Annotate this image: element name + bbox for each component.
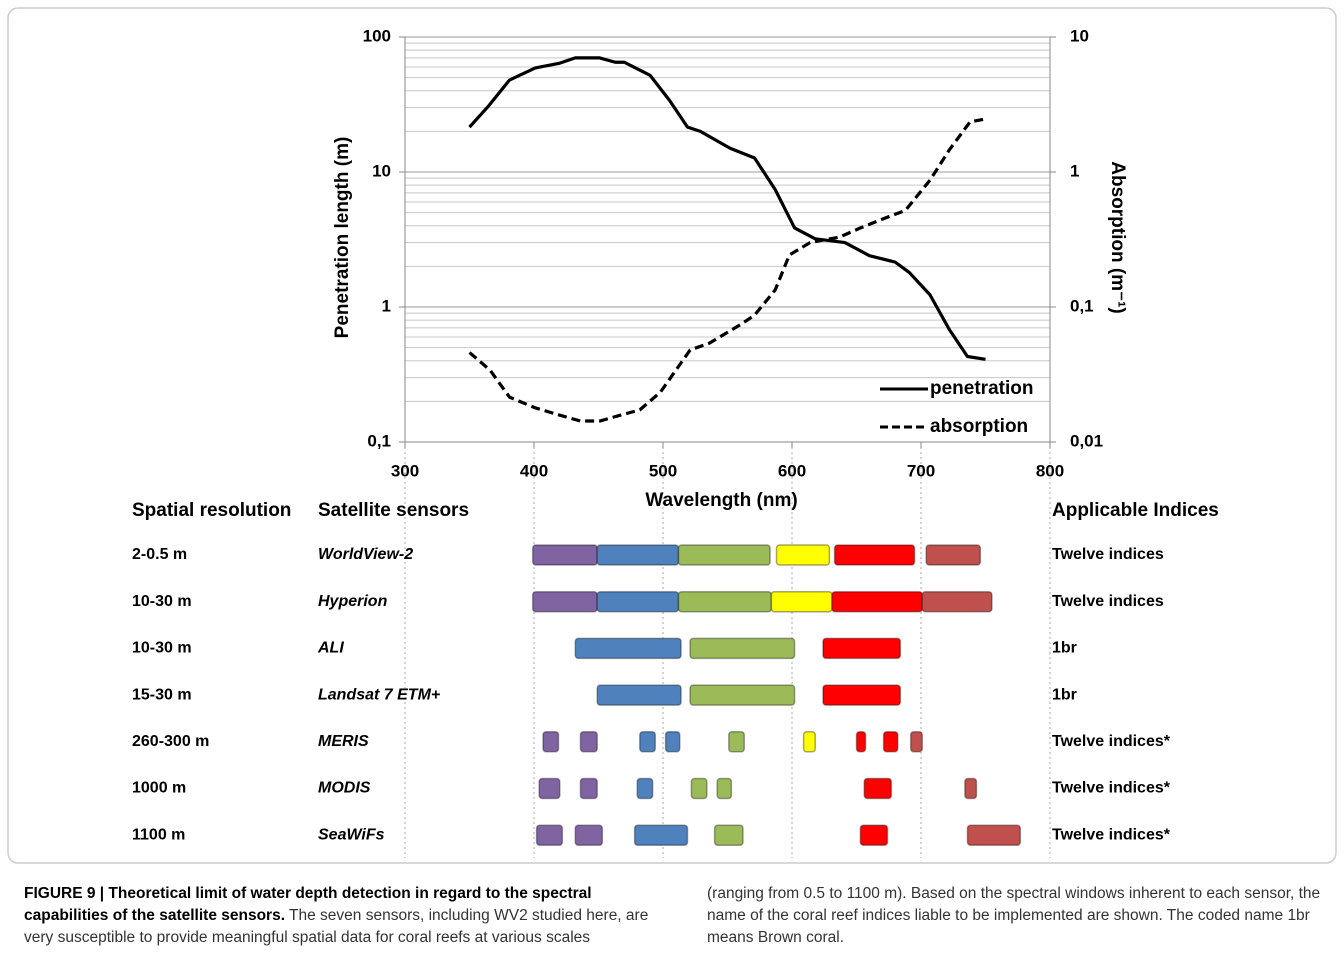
band: [596, 544, 680, 566]
chart: 0,1 1 10 100 0,01 0,1 1 10 300 400 500 600 700 800 Wav…: [7, 7, 1337, 864]
sensor-name: Hyperion: [318, 593, 388, 610]
y2-tick-label: 0,1: [1070, 296, 1094, 315]
band: [964, 777, 978, 800]
band: [909, 731, 924, 753]
band: [713, 824, 744, 846]
indices: 1br: [1052, 640, 1077, 657]
band: [639, 731, 657, 753]
sensor-name: ALI: [317, 640, 344, 657]
band: [863, 777, 893, 800]
band: [690, 777, 708, 800]
resolution: 1100 m: [132, 826, 185, 843]
band: [822, 684, 902, 706]
figure-frame: [7, 7, 1337, 864]
sensor-name: Landsat 7 ETM+: [318, 686, 440, 703]
band: [921, 590, 993, 613]
band: [677, 544, 771, 566]
x-tick-label: 500: [649, 461, 677, 480]
band: [855, 731, 867, 753]
band: [689, 637, 796, 660]
band: [531, 590, 598, 613]
x-tick-label: 600: [778, 461, 806, 480]
x-tick-label: 400: [520, 461, 548, 480]
caption-label: FIGURE 9 | Theoretical limit of water de…: [24, 885, 592, 924]
y-axis-title: Penetration length (m): [332, 137, 353, 339]
band: [596, 684, 682, 706]
sensor-name: SeaWiFs: [318, 826, 385, 843]
band: [859, 824, 889, 846]
sensor-name: WorldView-2: [318, 546, 413, 563]
table-header: Satellite sensors: [318, 500, 469, 521]
band: [596, 590, 680, 613]
band: [882, 731, 899, 753]
band: [689, 684, 796, 706]
y-tick-label: 100: [363, 26, 391, 45]
resolution: 10-30 m: [132, 640, 192, 657]
resolution: 15-30 m: [132, 686, 192, 703]
band: [831, 590, 924, 613]
band: [538, 777, 561, 800]
legend-label: absorption: [930, 416, 1028, 437]
series-line: [468, 117, 986, 423]
band: [535, 824, 564, 846]
band: [822, 637, 902, 660]
resolution: 1000 m: [132, 780, 186, 797]
indices: Twelve indices: [1052, 546, 1164, 563]
x-tick-label: 800: [1036, 461, 1064, 480]
sensor-name: MODIS: [318, 780, 371, 797]
band: [677, 590, 773, 613]
band: [716, 777, 733, 800]
table-header: Applicable Indices: [1052, 500, 1219, 521]
indices: 1br: [1052, 686, 1077, 703]
band: [574, 824, 604, 846]
band: [833, 544, 916, 566]
x-tick-label: 300: [391, 461, 419, 480]
band: [579, 731, 598, 753]
indices: Twelve indices*: [1052, 826, 1171, 843]
band: [531, 544, 598, 566]
resolution: 2-0.5 m: [132, 546, 187, 563]
band: [775, 544, 831, 566]
band: [633, 824, 689, 846]
band: [664, 731, 681, 753]
sensor-name: MERIS: [318, 733, 369, 750]
band: [728, 731, 746, 753]
legend-label: penetration: [930, 378, 1033, 399]
x-axis-title: Wavelength (nm): [645, 490, 797, 511]
caption-text: The seven sensors, including WV2 studied…: [24, 885, 1321, 946]
band: [770, 590, 833, 613]
x-tick-label: 700: [907, 461, 935, 480]
y2-tick-label: 10: [1070, 26, 1089, 45]
y2-tick-label: 1: [1070, 161, 1079, 180]
band: [636, 777, 654, 800]
y-tick-label: 10: [372, 161, 391, 180]
indices: Twelve indices*: [1052, 780, 1171, 797]
y2-axis-title: Absorption (m⁻¹): [1107, 161, 1128, 314]
indices: Twelve indices: [1052, 593, 1164, 610]
table-header: Spatial resolution: [132, 500, 291, 521]
resolution: 10-30 m: [132, 593, 192, 610]
band: [802, 731, 816, 753]
band: [966, 824, 1022, 846]
band: [574, 637, 682, 660]
indices: Twelve indices*: [1052, 733, 1171, 750]
y-tick-label: 1: [382, 296, 391, 315]
resolution: 260-300 m: [132, 733, 209, 750]
band: [925, 544, 982, 566]
band: [579, 777, 598, 800]
band: [542, 731, 560, 753]
y2-tick-label: 0,01: [1070, 431, 1103, 450]
caption: FIGURE 9 | Theoretical limit of water de…: [24, 883, 1334, 949]
y-tick-label: 0,1: [367, 431, 391, 450]
series-line: [468, 56, 986, 361]
